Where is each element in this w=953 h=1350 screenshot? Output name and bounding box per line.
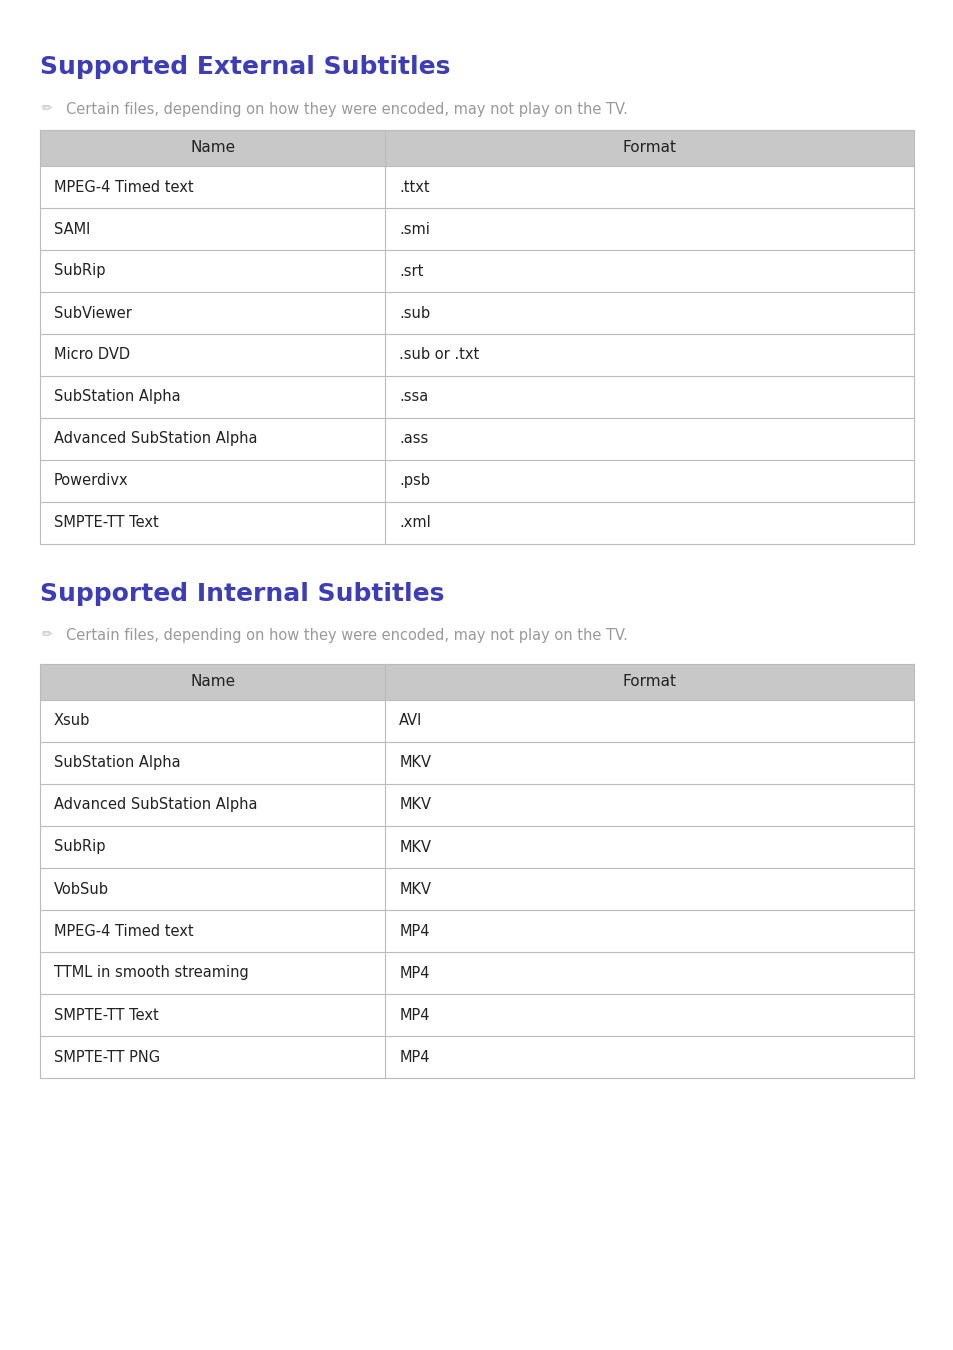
Text: SubRip: SubRip bbox=[54, 263, 106, 278]
Bar bbox=[40, 377, 913, 418]
Bar bbox=[40, 502, 913, 544]
Bar bbox=[40, 664, 913, 701]
Text: MP4: MP4 bbox=[398, 1007, 429, 1022]
Text: MP4: MP4 bbox=[398, 1049, 429, 1065]
Text: MP4: MP4 bbox=[398, 923, 429, 938]
Text: AVI: AVI bbox=[398, 714, 422, 729]
Text: TTML in smooth streaming: TTML in smooth streaming bbox=[54, 965, 249, 980]
Text: .srt: .srt bbox=[398, 263, 423, 278]
Text: MKV: MKV bbox=[398, 756, 431, 771]
Text: Powerdivx: Powerdivx bbox=[54, 474, 129, 489]
Bar bbox=[40, 460, 913, 502]
Bar bbox=[40, 784, 913, 826]
Text: Advanced SubStation Alpha: Advanced SubStation Alpha bbox=[54, 432, 257, 447]
Bar bbox=[40, 868, 913, 910]
Bar bbox=[40, 1035, 913, 1079]
Text: Supported External Subtitles: Supported External Subtitles bbox=[40, 55, 450, 80]
Text: ✏: ✏ bbox=[42, 628, 52, 641]
Bar bbox=[40, 250, 913, 292]
Text: VobSub: VobSub bbox=[54, 882, 109, 896]
Text: MPEG-4 Timed text: MPEG-4 Timed text bbox=[54, 180, 193, 194]
Text: .sub: .sub bbox=[398, 305, 430, 320]
Text: SubStation Alpha: SubStation Alpha bbox=[54, 756, 180, 771]
Bar bbox=[40, 292, 913, 333]
Text: Name: Name bbox=[190, 675, 235, 690]
Text: Micro DVD: Micro DVD bbox=[54, 347, 130, 363]
Bar bbox=[40, 743, 913, 784]
Text: MPEG-4 Timed text: MPEG-4 Timed text bbox=[54, 923, 193, 938]
Bar bbox=[40, 333, 913, 377]
Text: .psb: .psb bbox=[398, 474, 430, 489]
Text: .xml: .xml bbox=[398, 516, 431, 531]
Text: SubViewer: SubViewer bbox=[54, 305, 132, 320]
Text: SMPTE-TT PNG: SMPTE-TT PNG bbox=[54, 1049, 160, 1065]
Bar bbox=[40, 994, 913, 1035]
Text: SAMI: SAMI bbox=[54, 221, 91, 236]
Text: MP4: MP4 bbox=[398, 965, 429, 980]
Text: .sub or .txt: .sub or .txt bbox=[398, 347, 479, 363]
Bar bbox=[40, 952, 913, 994]
Text: Certain files, depending on how they were encoded, may not play on the TV.: Certain files, depending on how they wer… bbox=[66, 103, 627, 117]
Text: Name: Name bbox=[190, 140, 235, 155]
Text: .ass: .ass bbox=[398, 432, 428, 447]
Text: Format: Format bbox=[622, 675, 676, 690]
Bar bbox=[40, 701, 913, 742]
Text: Format: Format bbox=[622, 140, 676, 155]
Bar bbox=[40, 208, 913, 250]
Text: ✏: ✏ bbox=[42, 103, 52, 115]
Text: Certain files, depending on how they were encoded, may not play on the TV.: Certain files, depending on how they wer… bbox=[66, 628, 627, 643]
Text: SubStation Alpha: SubStation Alpha bbox=[54, 390, 180, 405]
Bar bbox=[40, 166, 913, 208]
Text: .ttxt: .ttxt bbox=[398, 180, 430, 194]
Bar bbox=[40, 826, 913, 868]
Text: .smi: .smi bbox=[398, 221, 430, 236]
Text: MKV: MKV bbox=[398, 798, 431, 813]
Text: Supported Internal Subtitles: Supported Internal Subtitles bbox=[40, 582, 444, 606]
Text: .ssa: .ssa bbox=[398, 390, 428, 405]
Text: SubRip: SubRip bbox=[54, 840, 106, 855]
Bar bbox=[40, 418, 913, 460]
Bar bbox=[40, 910, 913, 952]
Text: Advanced SubStation Alpha: Advanced SubStation Alpha bbox=[54, 798, 257, 813]
Bar bbox=[40, 130, 913, 166]
Text: SMPTE-TT Text: SMPTE-TT Text bbox=[54, 516, 158, 531]
Text: Xsub: Xsub bbox=[54, 714, 91, 729]
Text: MKV: MKV bbox=[398, 882, 431, 896]
Text: SMPTE-TT Text: SMPTE-TT Text bbox=[54, 1007, 158, 1022]
Text: MKV: MKV bbox=[398, 840, 431, 855]
